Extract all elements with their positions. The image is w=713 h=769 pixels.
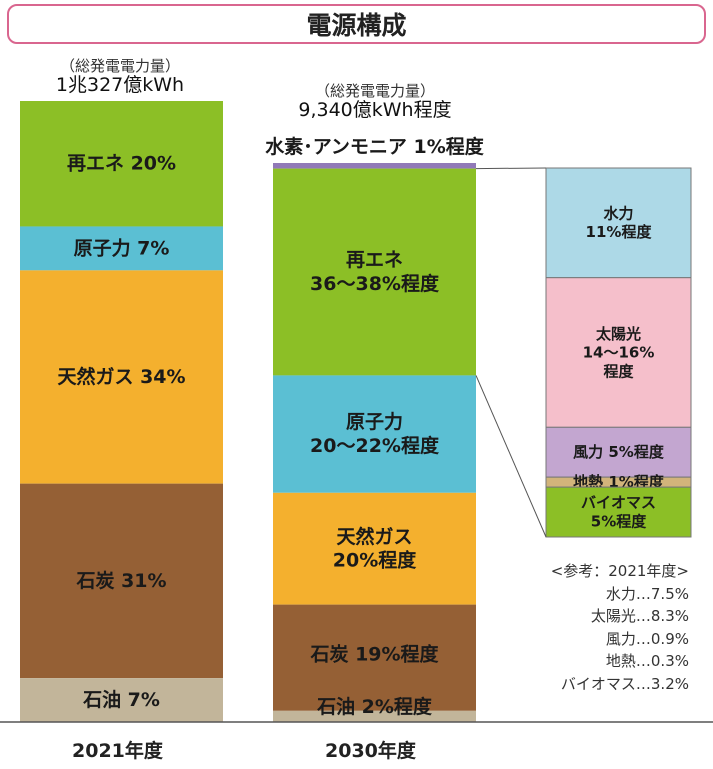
bar-2030-renewable (273, 168, 476, 376)
total-caption-2030: （総発電電力量） (314, 82, 435, 100)
label-2030-nuclear: 原子力 20〜22%程度 (310, 410, 440, 457)
label-2030-lng: 天然ガス 20%程度 (333, 525, 417, 572)
reference-item-hydro: 水力…7.5% (605, 584, 689, 603)
breakdown-solar (545, 277, 692, 428)
label-2030-coal: 石炭 19%程度 (309, 643, 439, 666)
year-label-2030: 2030年度 (325, 740, 416, 762)
reference-item-biomass: バイオマス…3.2% (560, 674, 689, 693)
breakdown-label-wind: 風力 5%程度 (573, 443, 665, 461)
bar-2030-oil (273, 710, 476, 722)
bar-2021-renewable (20, 101, 223, 227)
reference-item-wind: 風力…0.9% (605, 629, 689, 648)
connector-bottom (475, 375, 547, 538)
breakdown-hydro (545, 167, 692, 279)
reference-box: <参考：2021年度> 水力…7.5% 太陽光…8.3% 風力…0.9% 地熱…… (551, 560, 689, 696)
bar-2021-coal (20, 483, 223, 679)
reference-item-geothermal: 地熱…0.3% (605, 652, 689, 671)
breakdown-label-solar: 太陽光 14〜16%程度 (583, 325, 655, 381)
label-2021-coal: 石炭 31% (75, 570, 166, 592)
bar-2021-oil (20, 678, 223, 722)
total-2030: （総発電電力量） 9,340億kWh程度 (275, 82, 475, 122)
label-2030-oil: 石油 2%程度 (316, 695, 433, 718)
reference-item-solar: 太陽光…8.3% (590, 607, 689, 626)
bar-2030-nuclear (273, 375, 476, 493)
label-2021-lng: 天然ガス 34% (57, 365, 185, 388)
total-value-2030: 9,340億kWh程度 (298, 99, 452, 122)
breakdown-label-hydro: 水力 11%程度 (586, 204, 653, 241)
chart-title: 電源構成 (7, 4, 706, 44)
year-label-2021: 2021年度 (72, 740, 163, 762)
total-caption-2021: （総発電電力量） (59, 57, 180, 75)
bar-2021-nuclear (20, 226, 223, 271)
label-2021-renewable: 再エネ 20% (67, 153, 176, 175)
bar-2030-coal (273, 604, 476, 711)
breakdown-label-biomass: バイオマス 5%程度 (581, 494, 656, 531)
bar-2030-lng (273, 492, 476, 605)
breakdown-biomass (545, 486, 692, 538)
reference-title: <参考：2021年度> (550, 562, 689, 580)
label-2021-nuclear: 原子力 7% (74, 236, 170, 259)
label-2030-renewable: 再エネ 36〜38%程度 (310, 249, 440, 295)
total-value-2021: 1兆327億kWh (55, 74, 185, 97)
label-2030-hydrogen: 水素･アンモニア 1%程度 (265, 135, 485, 158)
label-2021-oil: 石油 7% (82, 689, 160, 711)
bar-2030-hydrogen (273, 163, 476, 169)
bar-2021-lng (20, 270, 223, 484)
connector-top (475, 167, 547, 170)
total-2021: （総発電電力量） 1兆327億kWh (40, 57, 200, 97)
